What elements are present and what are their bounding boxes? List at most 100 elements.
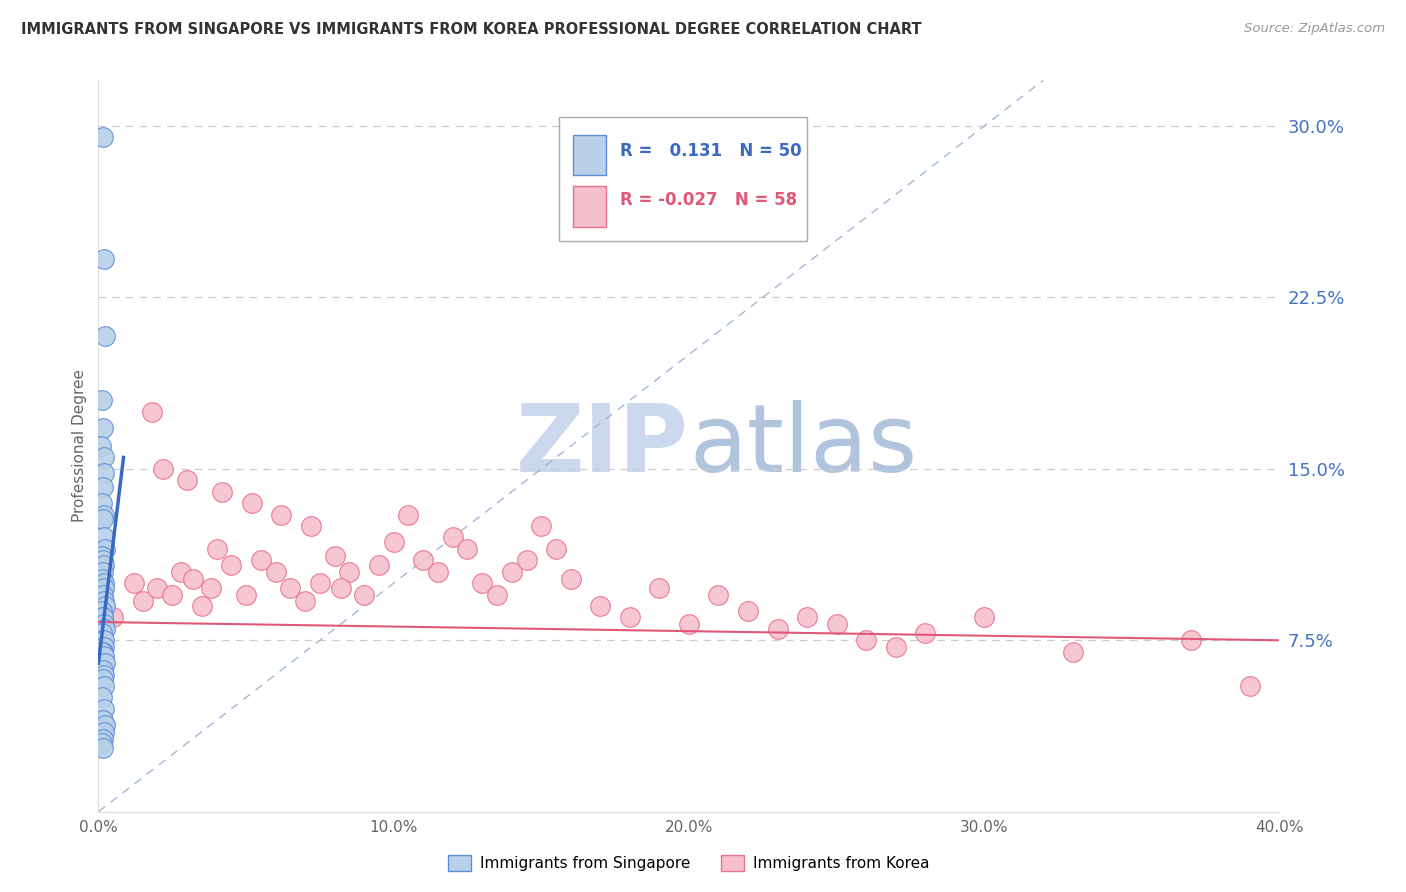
Point — [93, 252, 115, 266]
Point — [398, 508, 420, 522]
Point — [93, 622, 115, 636]
Point — [471, 576, 494, 591]
Text: R = -0.027   N = 58: R = -0.027 N = 58 — [620, 192, 797, 210]
Point — [280, 581, 302, 595]
Point — [93, 581, 115, 595]
Point — [796, 610, 818, 624]
Point — [412, 553, 434, 567]
Point — [589, 599, 612, 613]
Point — [221, 558, 243, 572]
Point — [93, 617, 115, 632]
Point — [299, 519, 322, 533]
Point — [93, 530, 115, 544]
Point — [914, 626, 936, 640]
Point — [91, 549, 114, 563]
Point — [191, 599, 214, 613]
Point — [94, 541, 117, 556]
Point — [486, 588, 509, 602]
Point — [91, 588, 114, 602]
Point — [264, 565, 287, 579]
Point — [619, 610, 641, 624]
Point — [91, 610, 114, 624]
Point — [205, 541, 228, 556]
Point — [90, 439, 112, 453]
Point — [353, 588, 375, 602]
Point — [855, 633, 877, 648]
Point — [530, 519, 553, 533]
Point — [211, 484, 233, 499]
Point — [91, 565, 114, 579]
Point — [93, 724, 115, 739]
Point — [884, 640, 907, 655]
Point — [94, 718, 117, 732]
Point — [1062, 645, 1084, 659]
Point — [501, 565, 523, 579]
FancyBboxPatch shape — [574, 135, 606, 176]
Text: Source: ZipAtlas.com: Source: ZipAtlas.com — [1244, 22, 1385, 36]
Point — [94, 656, 117, 670]
Point — [146, 581, 169, 595]
Point — [766, 622, 789, 636]
Point — [250, 553, 273, 567]
Point — [457, 541, 479, 556]
Point — [825, 617, 848, 632]
Point — [329, 581, 352, 595]
Point — [427, 565, 450, 579]
Point — [176, 473, 198, 487]
Point — [973, 610, 995, 624]
FancyBboxPatch shape — [574, 186, 606, 227]
Point — [132, 594, 155, 608]
Y-axis label: Professional Degree: Professional Degree — [72, 369, 87, 523]
Point — [546, 541, 568, 556]
Point — [91, 672, 114, 686]
Point — [91, 553, 114, 567]
Point — [93, 508, 115, 522]
Point — [93, 649, 115, 664]
Point — [560, 572, 582, 586]
Point — [368, 558, 391, 572]
Point — [91, 645, 114, 659]
Text: ZIP: ZIP — [516, 400, 689, 492]
Point — [91, 130, 114, 145]
Point — [309, 576, 332, 591]
Point — [91, 610, 114, 624]
Point — [93, 679, 115, 693]
Point — [441, 530, 464, 544]
Point — [91, 393, 114, 408]
Point — [94, 599, 117, 613]
Legend: Immigrants from Singapore, Immigrants from Korea: Immigrants from Singapore, Immigrants fr… — [441, 849, 936, 877]
Text: atlas: atlas — [689, 400, 917, 492]
Point — [737, 603, 759, 617]
Point — [93, 594, 115, 608]
Point — [91, 480, 114, 494]
Point — [91, 512, 114, 526]
Point — [162, 588, 183, 602]
Point — [1180, 633, 1202, 648]
Point — [103, 610, 125, 624]
Point — [91, 626, 114, 640]
Point — [122, 576, 145, 591]
Point — [93, 702, 115, 716]
Point — [141, 405, 163, 419]
Point — [91, 736, 114, 750]
Point — [181, 572, 204, 586]
Point — [93, 640, 115, 655]
Point — [152, 462, 174, 476]
Point — [270, 508, 292, 522]
Point — [91, 740, 114, 755]
Point — [93, 633, 115, 648]
Point — [93, 467, 115, 481]
FancyBboxPatch shape — [560, 117, 807, 241]
Point — [382, 535, 405, 549]
Point — [516, 553, 538, 567]
Point — [91, 572, 114, 586]
Text: IMMIGRANTS FROM SINGAPORE VS IMMIGRANTS FROM KOREA PROFESSIONAL DEGREE CORRELATI: IMMIGRANTS FROM SINGAPORE VS IMMIGRANTS … — [21, 22, 922, 37]
Point — [91, 633, 114, 648]
Point — [323, 549, 346, 563]
Point — [91, 496, 114, 510]
Point — [94, 329, 117, 343]
Point — [91, 714, 114, 728]
Point — [240, 496, 263, 510]
Text: R =   0.131   N = 50: R = 0.131 N = 50 — [620, 143, 801, 161]
Point — [678, 617, 700, 632]
